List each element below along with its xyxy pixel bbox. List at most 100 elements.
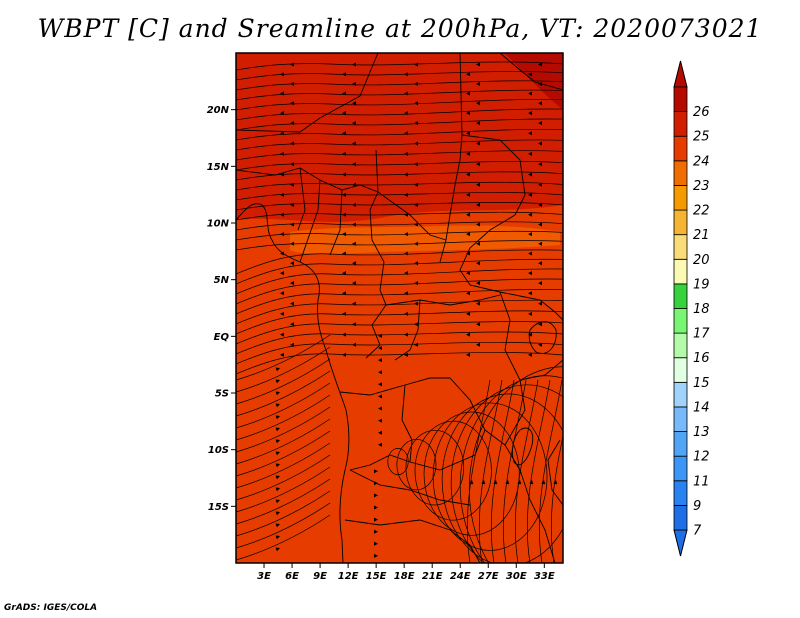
- streamline: [236, 192, 563, 201]
- streamline-arrow: [538, 101, 542, 106]
- lon-tick-label: 27E: [478, 571, 499, 582]
- colorbar-swatch: [673, 86, 688, 113]
- streamline-arrow: [378, 418, 382, 423]
- colorbar-label: 7: [693, 524, 702, 539]
- streamline-arrow: [290, 101, 294, 106]
- streamline-arrow: [528, 311, 532, 316]
- streamline-arrow: [466, 232, 470, 237]
- streamline-arrow: [275, 415, 280, 420]
- streamline-arrow: [352, 162, 356, 167]
- streamline-arrow: [275, 379, 280, 384]
- colorbar-label: 25: [693, 130, 710, 145]
- streamline: [236, 331, 563, 355]
- streamline: [236, 80, 563, 91]
- map-plot-area: [236, 53, 563, 563]
- streamline: [236, 406, 331, 453]
- streamline-arrow: [374, 541, 378, 546]
- colorbar-label: 21: [693, 228, 710, 243]
- streamline: [387, 448, 409, 476]
- streamline-arrow: [342, 271, 346, 276]
- streamline-arrow: [378, 333, 382, 338]
- longitude-axis: 3E 6E 9E 12E 15E 18E 21E 24E 27E 30E 33E: [257, 563, 555, 582]
- streamline-arrow: [528, 251, 532, 256]
- streamline: [526, 379, 551, 563]
- streamline-arrow: [476, 342, 480, 347]
- streamline-arrow: [275, 367, 280, 372]
- streamline-arrow: [538, 182, 542, 187]
- streamline-arrow: [290, 281, 294, 286]
- streamline: [490, 379, 515, 563]
- streamline: [236, 502, 331, 549]
- streamline-arrow: [374, 493, 378, 498]
- streamline: [236, 161, 563, 171]
- lon-tick-label: 33E: [534, 571, 555, 582]
- streamline-arrow: [404, 151, 408, 156]
- streamline-arrow: [476, 121, 480, 126]
- streamline-arrow: [275, 391, 280, 396]
- streamline-arrow: [275, 487, 280, 492]
- streamline-arrow: [476, 182, 480, 187]
- streamline-arrow: [466, 212, 470, 217]
- streamline-arrow: [342, 212, 346, 217]
- colorbar-swatch: [673, 258, 688, 285]
- colorbar-swatch: [673, 185, 688, 211]
- streamline-arrow: [538, 281, 542, 286]
- streamline-arrow: [414, 281, 418, 286]
- streamline: [236, 310, 563, 335]
- colorbar-label: 24: [693, 154, 710, 169]
- streamline-arrow: [342, 72, 346, 77]
- streamline: [236, 278, 563, 305]
- streamline-arrow: [404, 332, 408, 337]
- lat-tick-label: 15S: [208, 502, 229, 513]
- streamline-arrow: [476, 281, 480, 286]
- streamline-arrow: [476, 301, 480, 306]
- streamline: [236, 230, 563, 241]
- streamline-arrow: [553, 480, 558, 485]
- streamline-arrow: [493, 480, 498, 485]
- lat-tick-label: 5S: [215, 389, 229, 400]
- streamline-arrow: [481, 480, 486, 485]
- streamline-arrow: [290, 241, 294, 246]
- streamline-arrow: [404, 232, 408, 237]
- streamline-arrow: [466, 111, 470, 116]
- streamline: [432, 402, 548, 551]
- streamline: [236, 89, 563, 101]
- streamline: [236, 454, 331, 501]
- streamline-arrow: [374, 469, 378, 474]
- streamline-arrow: [290, 121, 294, 126]
- streamline-arrow: [290, 182, 294, 187]
- streamline-arrow: [352, 182, 356, 187]
- streamline-arrow: [280, 111, 284, 116]
- streamline-arrow: [352, 342, 356, 347]
- streamline: [478, 379, 503, 563]
- streamline-arrow: [374, 517, 378, 522]
- streamline-arrow: [342, 311, 346, 316]
- streamline: [236, 352, 563, 375]
- streamline-arrow: [378, 406, 382, 411]
- streamline-arrow: [404, 192, 408, 197]
- streamline-arrow: [466, 131, 470, 136]
- streamline-arrow: [342, 131, 346, 136]
- streamline-arrow: [280, 232, 284, 237]
- streamline-arrow: [404, 131, 408, 136]
- streamline-arrow: [352, 101, 356, 106]
- streamline-arrow: [528, 91, 532, 96]
- streamline-arrow: [414, 342, 418, 347]
- streamline-arrow: [528, 131, 532, 136]
- streamline: [396, 438, 437, 491]
- lat-tick-label: EQ: [214, 332, 230, 343]
- streamline-arrow: [466, 151, 470, 156]
- lat-tick-label: 15N: [207, 162, 230, 173]
- colorbar-swatch: [673, 455, 688, 482]
- streamline: [466, 379, 491, 563]
- streamline: [236, 394, 331, 441]
- streamline-arrow: [280, 91, 284, 96]
- streamline-arrow: [290, 141, 294, 146]
- streamline: [236, 346, 331, 393]
- streamline: [236, 99, 563, 111]
- streamline: [236, 358, 331, 405]
- streamline-arrow: [342, 172, 346, 177]
- streamline: [468, 366, 563, 563]
- streamline-arrow: [528, 151, 532, 156]
